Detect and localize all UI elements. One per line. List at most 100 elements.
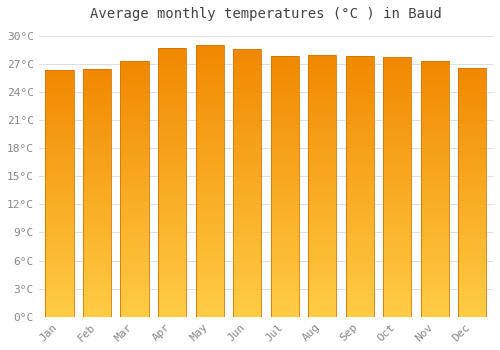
Bar <box>270 88 299 89</box>
Bar <box>270 173 299 174</box>
Bar <box>46 156 74 158</box>
Bar <box>83 129 111 131</box>
Bar <box>196 116 224 118</box>
Bar <box>196 154 224 155</box>
Bar <box>46 269 74 271</box>
Bar <box>383 306 412 308</box>
Bar <box>120 293 148 295</box>
Bar <box>196 177 224 179</box>
Bar <box>83 188 111 190</box>
Bar <box>383 68 412 69</box>
Bar <box>46 279 74 281</box>
Bar <box>308 308 336 310</box>
Bar <box>458 68 486 317</box>
Bar <box>346 84 374 86</box>
Bar <box>196 221 224 223</box>
Bar <box>46 158 74 159</box>
Bar <box>346 187 374 188</box>
Bar <box>270 282 299 284</box>
Bar <box>346 161 374 162</box>
Bar <box>270 72 299 74</box>
Bar <box>83 208 111 210</box>
Bar <box>270 279 299 280</box>
Bar <box>458 141 486 142</box>
Bar <box>83 224 111 226</box>
Bar <box>233 208 261 210</box>
Bar <box>233 138 261 140</box>
Bar <box>383 237 412 239</box>
Bar <box>120 230 148 231</box>
Bar <box>120 141 148 143</box>
Bar <box>346 127 374 129</box>
Bar <box>270 308 299 310</box>
Bar <box>458 104 486 106</box>
Bar <box>233 60 261 61</box>
Bar <box>421 303 449 305</box>
Bar <box>458 209 486 210</box>
Bar <box>383 146 412 147</box>
Bar <box>158 279 186 281</box>
Bar <box>233 206 261 208</box>
Bar <box>383 208 412 210</box>
Bar <box>46 200 74 202</box>
Bar <box>46 254 74 256</box>
Bar <box>421 264 449 266</box>
Bar <box>346 150 374 152</box>
Bar <box>196 215 224 217</box>
Bar <box>308 289 336 290</box>
Bar <box>196 201 224 203</box>
Bar <box>270 105 299 107</box>
Bar <box>308 134 336 135</box>
Bar <box>158 170 186 172</box>
Bar <box>46 290 74 292</box>
Bar <box>120 303 148 305</box>
Bar <box>421 145 449 146</box>
Bar <box>196 69 224 70</box>
Bar <box>421 119 449 121</box>
Bar <box>158 51 186 53</box>
Bar <box>346 134 374 136</box>
Bar <box>46 194 74 195</box>
Bar <box>458 147 486 149</box>
Bar <box>346 289 374 291</box>
Bar <box>120 100 148 102</box>
Bar <box>196 232 224 233</box>
Bar <box>196 147 224 148</box>
Bar <box>346 94 374 96</box>
Bar <box>158 268 186 270</box>
Bar <box>46 292 74 294</box>
Bar <box>120 138 148 139</box>
Bar <box>346 162 374 164</box>
Bar <box>383 158 412 159</box>
Bar <box>46 102 74 103</box>
Bar <box>383 190 412 192</box>
Bar <box>308 280 336 282</box>
Bar <box>383 305 412 306</box>
Bar <box>120 237 148 238</box>
Bar <box>308 256 336 258</box>
Bar <box>83 272 111 274</box>
Bar <box>346 183 374 185</box>
Bar <box>233 202 261 204</box>
Bar <box>196 52 224 54</box>
Bar <box>346 259 374 261</box>
Bar <box>308 226 336 228</box>
Bar <box>270 212 299 214</box>
Bar <box>383 78 412 80</box>
Bar <box>458 250 486 252</box>
Bar <box>421 218 449 219</box>
Bar <box>46 141 74 143</box>
Bar <box>120 252 148 254</box>
Bar <box>83 122 111 124</box>
Bar <box>270 197 299 199</box>
Bar <box>158 294 186 295</box>
Bar <box>421 225 449 226</box>
Bar <box>233 63 261 65</box>
Bar <box>233 210 261 211</box>
Bar <box>383 300 412 301</box>
Bar <box>421 93 449 95</box>
Bar <box>120 177 148 178</box>
Bar <box>120 151 148 153</box>
Bar <box>196 259 224 261</box>
Bar <box>120 66 148 68</box>
